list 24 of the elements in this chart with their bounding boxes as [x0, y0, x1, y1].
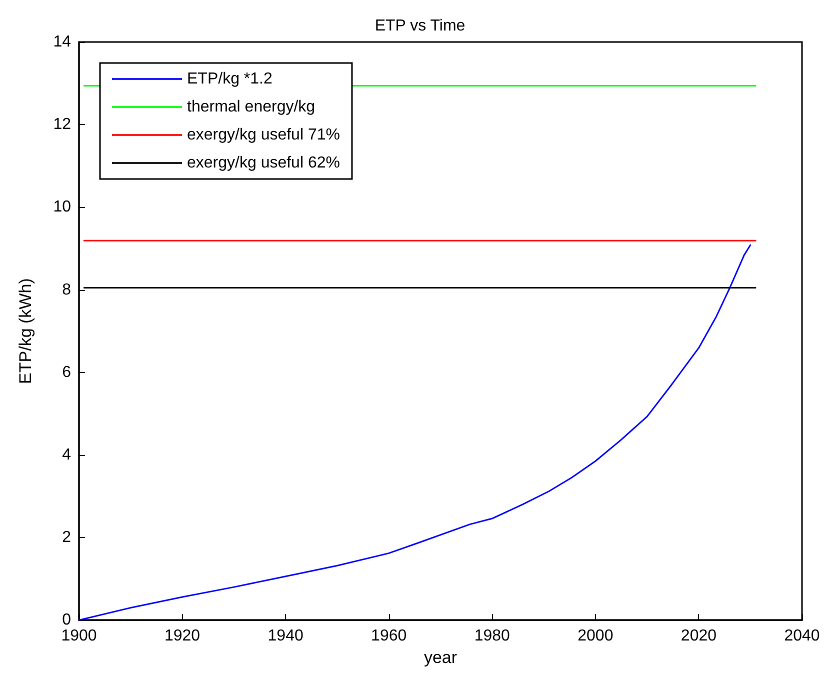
- x-tick-label: 1980: [474, 628, 510, 645]
- y-tick-label: 4: [62, 446, 72, 464]
- y-tick-label: 14: [53, 34, 72, 50]
- line-series: [78, 244, 752, 621]
- y-tick-label: 12: [53, 116, 72, 134]
- chart-title: ETP vs Time: [374, 18, 466, 34]
- x-axis-title: year: [424, 648, 458, 667]
- x-tick-label: 1940: [268, 628, 304, 645]
- y-tick-label: 0: [62, 612, 72, 629]
- y-axis-title: ETP/kg (kWh): [16, 278, 35, 384]
- y-tick-label: 2: [62, 529, 72, 546]
- x-tick-label: 1900: [61, 628, 97, 645]
- legend-label: thermal energy/kg: [187, 98, 316, 116]
- legend-label: exergy/kg useful 62%: [187, 154, 340, 172]
- x-tick-label: 2000: [578, 628, 614, 645]
- x-tick-label: 1960: [371, 628, 407, 645]
- x-tick-label: 2020: [680, 628, 717, 645]
- legend-label: exergy/kg useful 71%: [187, 126, 340, 144]
- y-tick-label: 6: [62, 364, 72, 381]
- legend-label: ETP/kg *1.2: [187, 70, 272, 88]
- x-tick-label: 2040: [784, 628, 820, 645]
- x-tick-label: 1920: [164, 628, 200, 645]
- y-tick-label: 8: [62, 281, 72, 298]
- y-tick-label: 10: [53, 198, 72, 216]
